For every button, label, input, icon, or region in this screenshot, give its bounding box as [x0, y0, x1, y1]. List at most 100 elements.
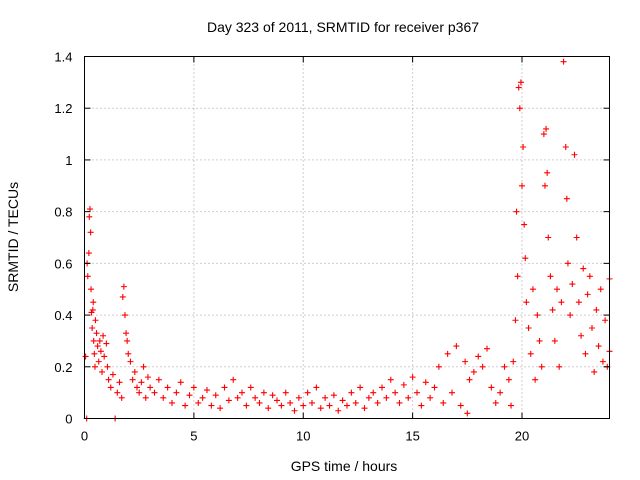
data-point [599, 358, 606, 365]
data-point [536, 337, 543, 344]
data-point [453, 343, 460, 350]
data-point [396, 399, 403, 406]
data-point [256, 399, 263, 406]
data-point [563, 195, 570, 202]
data-point [99, 368, 105, 375]
data-point [291, 407, 298, 414]
y-tick-label: 0.6 [54, 256, 72, 271]
data-point [123, 330, 130, 337]
data-point [247, 384, 254, 391]
data-point [260, 389, 267, 396]
data-point [523, 299, 530, 306]
data-point [97, 348, 104, 355]
data-point [538, 363, 545, 370]
data-point [85, 250, 92, 257]
data-point [464, 410, 471, 417]
data-point [578, 332, 585, 339]
data-point [525, 325, 532, 331]
data-point [488, 384, 495, 391]
data-point [89, 325, 96, 331]
data-point [204, 387, 210, 394]
data-point [118, 394, 125, 401]
data-point [86, 213, 93, 220]
grid-lines [84, 56, 610, 419]
data-point [466, 376, 473, 383]
data-point [234, 394, 241, 401]
data-point [326, 402, 333, 409]
y-axis-label: SRMTID / TECUs [5, 182, 21, 292]
data-point [322, 394, 329, 401]
y-tick-label: 0 [65, 412, 72, 427]
data-point [547, 273, 554, 280]
data-point [119, 293, 126, 300]
data-point [383, 394, 390, 401]
data-point [544, 169, 551, 176]
data-point [516, 105, 523, 112]
data-point [147, 384, 154, 391]
data-point [540, 131, 547, 138]
data-point [239, 389, 245, 396]
data-point [125, 350, 132, 357]
data-point [94, 343, 101, 350]
data-point [409, 374, 416, 381]
data-point [96, 337, 103, 344]
data-point [103, 340, 110, 347]
data-point [91, 350, 98, 357]
data-point [274, 397, 280, 404]
data-point [584, 291, 591, 298]
data-point [545, 234, 552, 241]
data-point [392, 389, 399, 396]
data-point [562, 144, 569, 150]
data-point [90, 299, 97, 306]
data-point [313, 384, 320, 391]
data-point [532, 376, 539, 383]
data-point [252, 394, 259, 401]
chart-title: Day 323 of 2011, SRMTID for receiver p36… [207, 19, 479, 35]
data-point [422, 379, 429, 386]
data-point [225, 397, 232, 404]
data-point [575, 299, 582, 306]
data-point [129, 376, 136, 383]
x-tick-label: 15 [405, 429, 419, 444]
data-point [114, 389, 121, 396]
data-point [387, 376, 394, 383]
data-point [595, 343, 602, 350]
data-point [199, 394, 206, 401]
data-point [582, 350, 589, 357]
y-tick-label: 1.2 [54, 101, 72, 116]
data-points [82, 58, 613, 422]
data-point [243, 402, 250, 409]
data-point [444, 350, 451, 357]
data-point [449, 389, 455, 396]
data-point [282, 389, 289, 396]
data-point [501, 363, 508, 370]
data-point [104, 363, 111, 370]
data-point [573, 234, 580, 241]
data-point [304, 389, 311, 396]
data-point [352, 399, 359, 406]
data-point [92, 363, 98, 370]
data-point [589, 325, 595, 331]
data-point [339, 397, 346, 404]
data-point [405, 394, 412, 401]
data-point [520, 144, 527, 150]
data-point [309, 399, 315, 406]
data-point [230, 376, 237, 383]
data-point [414, 389, 420, 396]
data-point [134, 384, 140, 391]
data-point [169, 399, 175, 406]
data-point [554, 286, 560, 293]
x-tick-label: 10 [296, 429, 310, 444]
data-point [593, 306, 600, 313]
data-point [431, 384, 438, 391]
data-point [84, 273, 91, 280]
data-point [492, 399, 499, 406]
data-point [212, 392, 219, 399]
data-point [541, 182, 548, 189]
data-point [479, 363, 486, 370]
data-point [195, 399, 202, 406]
x-tick-label: 0 [81, 429, 88, 444]
data-point [124, 337, 131, 344]
y-tick-label: 0.8 [54, 205, 72, 220]
